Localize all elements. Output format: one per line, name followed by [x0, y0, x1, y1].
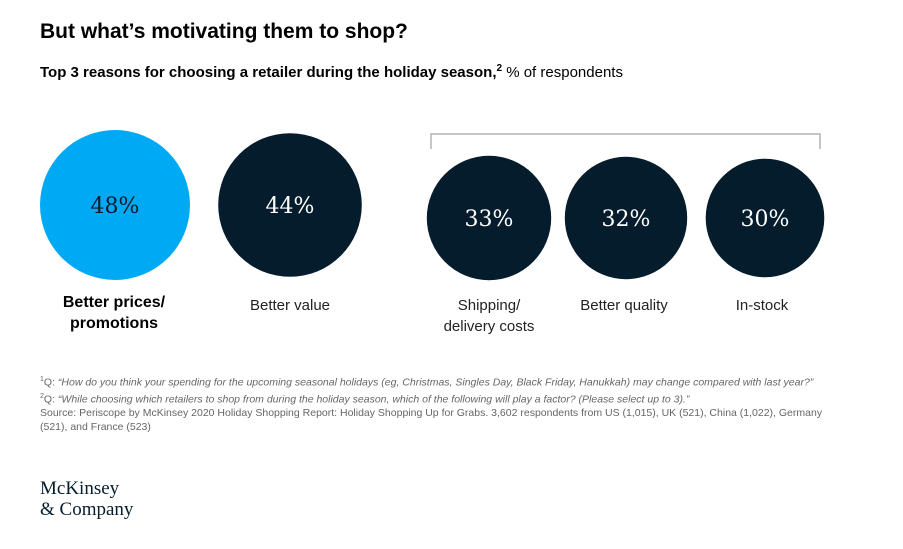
- category-label-line: Better quality: [580, 297, 668, 314]
- bubble-better-value: [218, 133, 362, 277]
- category-label-line: Better value: [249, 297, 331, 314]
- chart-title: But what’s motivating them to shop?: [40, 20, 408, 43]
- bubble-in-stock: [705, 158, 825, 278]
- bubble-shipping: [426, 155, 552, 281]
- value-label-shipping: 33%: [465, 207, 514, 232]
- group-bracket: [430, 133, 821, 149]
- bubble-better-prices: [40, 130, 190, 280]
- category-label-better-quality: Better quality: [544, 295, 704, 316]
- footnote-2: 2Q: “While choosing which retailers to s…: [40, 392, 690, 406]
- category-label-line: In-stock: [735, 297, 789, 314]
- footnote-source: Source: Periscope by McKinsey 2020 Holid…: [40, 407, 823, 433]
- value-label-in-stock: 30%: [741, 207, 790, 232]
- value-label-better-prices: 48%: [91, 194, 140, 219]
- category-label-line: Better prices/: [62, 294, 166, 311]
- category-label-line: Shipping/: [457, 297, 521, 314]
- mckinsey-logo: McKinsey & Company: [40, 478, 133, 520]
- category-label-line: delivery costs: [443, 318, 535, 335]
- logo-line: McKinsey: [40, 478, 120, 499]
- subtitle-unit: % of respondents: [502, 64, 623, 81]
- value-label-better-quality: 32%: [602, 207, 651, 232]
- value-label-better-value: 44%: [266, 194, 315, 219]
- logo-line: & Company: [40, 499, 134, 520]
- category-label-line: promotions: [70, 315, 158, 332]
- bubble-better-quality: [564, 156, 688, 280]
- subtitle-footnote-ref: 2: [496, 63, 503, 74]
- chart-subtitle: Top 3 reasons for choosing a retailer du…: [40, 63, 623, 81]
- footnote-1: 1Q: “How do you think your spending for …: [40, 376, 814, 389]
- category-label-better-value: Better value: [210, 295, 370, 316]
- subtitle-text: Top 3 reasons for choosing a retailer du…: [40, 64, 497, 81]
- category-label-better-prices: Better prices/ promotions: [34, 292, 194, 334]
- footnotes: 1Q: “How do you think your spending for …: [40, 373, 840, 434]
- category-label-in-stock: In-stock: [682, 295, 842, 316]
- category-label-shipping: Shipping/ delivery costs: [409, 295, 569, 337]
